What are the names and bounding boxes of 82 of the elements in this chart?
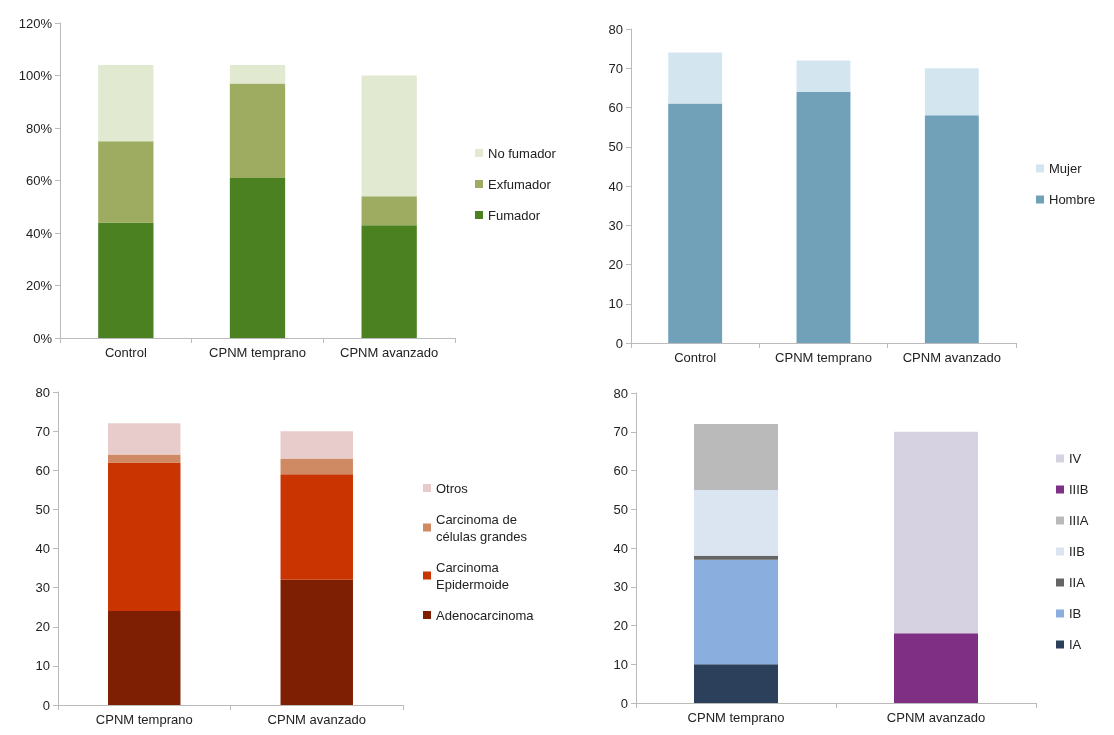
y-tick-label: 60% [25, 173, 53, 188]
legend-label: Adenocarcinoma [436, 607, 535, 623]
x-tick-label: Control [674, 350, 717, 365]
x-tick-label: CPNM temprano [209, 345, 306, 360]
bar [108, 462, 181, 612]
x-tick-label: CPNM avanzado [340, 345, 439, 360]
y-tick-label: 80 [608, 21, 623, 37]
bar [229, 177, 286, 338]
y-tick-label: 0% [33, 330, 53, 346]
y-tick-label: 40 [35, 541, 50, 556]
bar [361, 196, 417, 226]
y-tick-label: 60 [608, 100, 623, 115]
legend-label: IIB [1069, 544, 1085, 559]
y-tick-label: 70 [35, 423, 50, 439]
bar [280, 458, 353, 475]
bar [108, 611, 181, 705]
bar [361, 75, 417, 197]
legend-label: Mujer [1049, 161, 1083, 176]
y-tick-label: 20 [35, 619, 50, 635]
bar [98, 222, 154, 338]
legend-label: IIA [1069, 575, 1086, 590]
y-tick-label: 20 [608, 257, 623, 272]
y-tick-label: 100% [18, 68, 53, 83]
legend-label: IIIB [1069, 482, 1089, 497]
y-tick-label: 0 [620, 695, 628, 711]
y-tick-label: 50 [608, 139, 623, 155]
y-tick-label: 10 [613, 656, 628, 672]
x-tick-label: CPNM temprano [95, 712, 193, 727]
legend-label: Carcinoma de células grandes [436, 511, 528, 544]
legend-label: IIIA [1069, 513, 1089, 528]
bar [229, 83, 286, 178]
y-tick-label: 30 [613, 579, 628, 595]
legend-label: IB [1069, 606, 1082, 621]
y-tick-label: 50 [35, 501, 50, 517]
y-tick-label: 20 [613, 618, 628, 633]
y-tick-label: 60 [35, 462, 50, 478]
bar [98, 65, 154, 142]
legend-label: Hombre [1049, 192, 1096, 207]
y-tick-label: 60 [613, 463, 628, 478]
bar [361, 225, 417, 338]
x-tick-label: CPNM temprano [687, 710, 785, 725]
legend-label: No fumador [488, 145, 557, 161]
y-tick-label: 80 [35, 384, 50, 400]
y-tick-label: 80% [25, 120, 53, 136]
bar [796, 91, 851, 343]
legend-label: Fumador [488, 207, 541, 223]
legend-label: IV [1069, 451, 1082, 466]
bar [924, 115, 979, 343]
y-tick-label: 30 [35, 580, 50, 596]
bar [280, 579, 353, 705]
y-tick-label: 40% [25, 225, 53, 241]
legend-label: IA [1069, 637, 1082, 652]
y-tick-label: 120% [18, 15, 53, 31]
x-tick-label: CPNM avanzado [902, 350, 1001, 365]
y-tick-label: 40 [613, 540, 628, 556]
y-tick-label: 30 [608, 217, 623, 233]
bar [924, 68, 979, 116]
y-tick-label: 40 [608, 178, 623, 194]
y-tick-label: 10 [35, 658, 50, 674]
bar [668, 103, 723, 343]
legend-label: Exfumador [488, 176, 552, 192]
bar [796, 60, 851, 92]
y-tick-label: 70 [613, 424, 628, 440]
y-tick-label: 70 [608, 60, 623, 76]
y-tick-label: 10 [608, 296, 623, 312]
bar [98, 141, 154, 223]
bar [229, 65, 286, 84]
y-tick-label: 50 [613, 501, 628, 517]
x-tick-label: CPNM temprano [775, 350, 872, 365]
bar [280, 474, 353, 580]
y-tick-label: 80 [613, 385, 628, 401]
x-tick-label: CPNM avanzado [267, 712, 366, 727]
bar [280, 431, 353, 459]
x-tick-label: Control [104, 345, 147, 360]
legend-label: Carcinoma Epidermoide [436, 559, 509, 592]
legend-label: Otros [436, 480, 469, 496]
y-tick-label: 0 [42, 697, 50, 713]
y-tick-label: 20% [25, 278, 53, 293]
bar [668, 52, 723, 104]
y-tick-label: 0 [615, 335, 623, 351]
bar [108, 423, 181, 455]
x-tick-label: CPNM avanzado [886, 710, 986, 725]
